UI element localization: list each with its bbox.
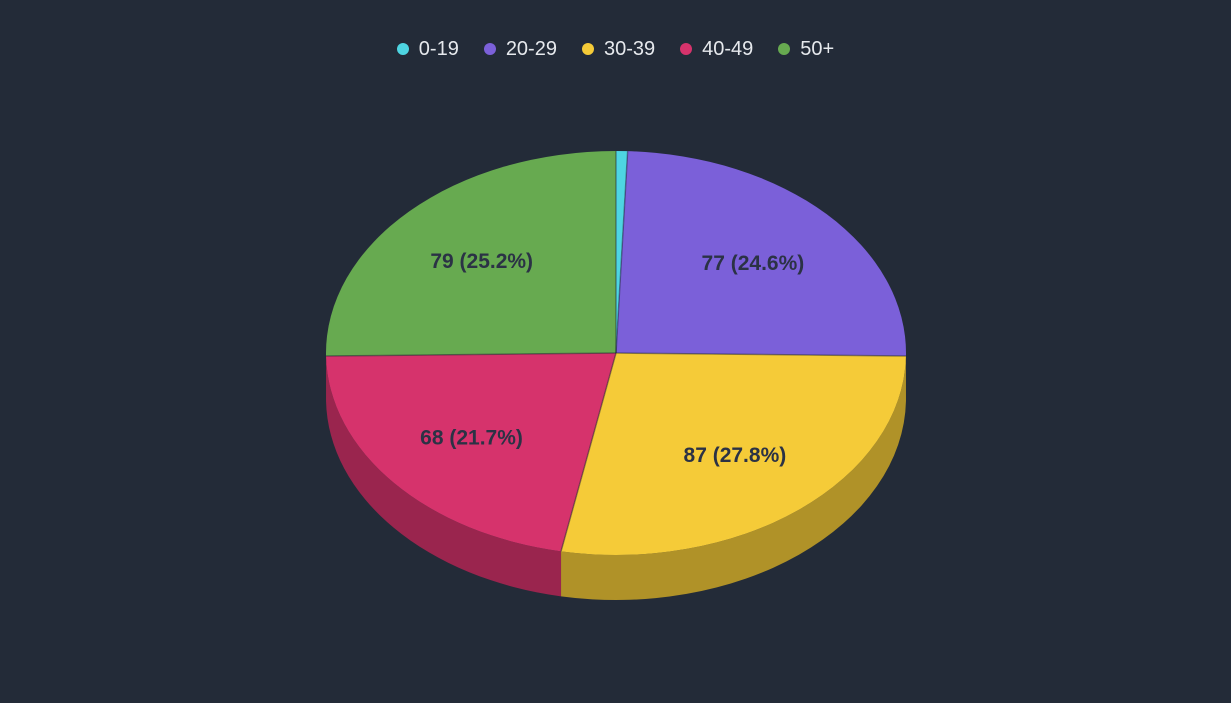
legend-item-40-49[interactable]: 40-49	[680, 38, 753, 60]
legend-label: 50+	[800, 38, 835, 60]
legend-marker-icon	[680, 43, 693, 55]
pie-slice-40-49[interactable]	[326, 353, 616, 552]
legend-item-30-39[interactable]: 30-39	[581, 38, 656, 60]
legend-marker-icon	[396, 43, 409, 55]
legend-label: 40-49	[702, 38, 754, 60]
legend-item-0-19[interactable]: 0-19	[396, 38, 459, 60]
legend-label: 30-39	[603, 38, 656, 60]
slice-separator	[560, 352, 617, 552]
legend-label: 20-29	[505, 38, 557, 60]
pie-slice-side-30-39[interactable]	[561, 356, 906, 600]
pie-slice-20-29[interactable]	[616, 151, 907, 357]
pie-slice-side-40-49[interactable]	[326, 356, 562, 597]
legend-label: 0-19	[418, 38, 459, 60]
slice-separator	[615, 352, 906, 357]
legend-marker-icon	[778, 43, 791, 55]
pie-slice-30-39[interactable]	[561, 353, 906, 555]
slice-separator	[615, 151, 629, 354]
pie-slice-0-19[interactable]	[616, 151, 628, 353]
slice-separator	[326, 352, 617, 357]
legend-marker-icon	[483, 43, 496, 55]
legend-item-50+[interactable]: 50+	[778, 38, 834, 60]
legend-item-20-29[interactable]: 20-29	[483, 38, 557, 60]
pie-slice-50+[interactable]	[326, 151, 616, 357]
legend: 0-19 20-29 30-39 40-49 50+	[0, 0, 1231, 60]
legend-marker-icon	[581, 43, 594, 55]
